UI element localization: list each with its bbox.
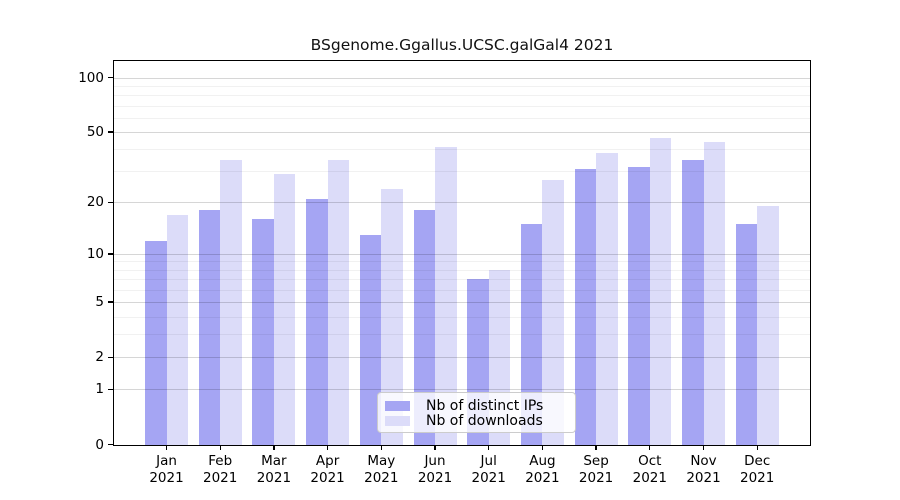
y-tick-mark (107, 201, 114, 204)
legend-row-distinct-ips: Nb of distinct IPs (385, 397, 567, 414)
bar-downloads-feb (220, 159, 242, 445)
major-gridline (114, 357, 810, 359)
bar-downloads-may (381, 188, 403, 445)
x-tick-mark (649, 445, 651, 451)
y-tick-label: 0 (95, 436, 104, 453)
minor-gridline (114, 334, 810, 336)
x-tick-mark (380, 445, 382, 451)
legend-row-downloads: Nb of downloads (385, 412, 567, 429)
x-tick-mark (541, 445, 544, 451)
x-tick-mark (326, 445, 329, 451)
x-tick-label-apr: Apr 2021 (310, 453, 345, 486)
bar-distinct-ips-aug (520, 224, 543, 445)
plot-area (112, 59, 812, 446)
y-tick-label: 5 (95, 294, 104, 311)
y-tick-mark (107, 131, 114, 133)
bar-distinct-ips-apr (306, 198, 328, 445)
y-tick-label: 100 (78, 69, 104, 86)
x-tick-label-jan: Jan 2021 (149, 453, 184, 486)
x-tick-label-jun: Jun 2021 (417, 453, 453, 486)
x-tick-label-mar: Mar 2021 (256, 453, 292, 486)
x-tick-mark (756, 445, 758, 451)
x-tick-mark (434, 445, 436, 451)
y-tick-mark (107, 443, 114, 446)
minor-gridline (114, 269, 810, 271)
bar-downloads-jun (435, 147, 457, 445)
legend-label-distinct-ips: Nb of distinct IPs (426, 397, 544, 414)
x-tick-mark (165, 445, 168, 451)
y-tick-mark (107, 76, 114, 79)
bar-distinct-ips-dec (735, 224, 758, 445)
legend: Nb of distinct IPs Nb of downloads (377, 392, 576, 433)
minor-gridline (114, 316, 810, 318)
x-tick-mark (219, 445, 221, 451)
major-gridline (114, 131, 810, 133)
x-tick-label-dec: Dec 2021 (740, 453, 775, 486)
bar-downloads-nov (703, 141, 725, 445)
x-tick-label-may: May 2021 (364, 453, 399, 486)
x-tick-label-nov: Nov 2021 (686, 453, 721, 486)
chart-title: BSgenome.Ggallus.UCSC.galGal4 2021 (310, 36, 614, 54)
bar-distinct-ips-oct (628, 166, 650, 445)
bar-downloads-mar (273, 174, 296, 445)
y-tick-label: 10 (86, 245, 104, 262)
bar-downloads-sep (596, 153, 618, 445)
legend-swatch-distinct-ips (385, 400, 410, 411)
x-tick-mark (702, 445, 705, 451)
y-tick-label: 50 (86, 123, 104, 140)
y-tick-label: 20 (86, 194, 104, 211)
x-tick-label-oct: Oct 2021 (632, 453, 667, 486)
bar-downloads-oct (649, 138, 672, 445)
y-tick-mark (107, 301, 114, 303)
bar-distinct-ips-may (359, 234, 382, 445)
minor-gridline (114, 85, 810, 87)
bar-distinct-ips-sep (574, 168, 597, 445)
minor-gridline (114, 117, 810, 119)
bar-downloads-apr (327, 159, 350, 445)
major-gridline (114, 202, 810, 204)
y-tick-label: 1 (95, 381, 104, 398)
x-tick-label-feb: Feb 2021 (203, 453, 238, 486)
x-tick-label-aug: Aug 2021 (525, 453, 560, 486)
bar-distinct-ips-mar (252, 219, 274, 445)
y-tick-mark (107, 388, 114, 391)
x-tick-label-sep: Sep 2021 (578, 453, 614, 486)
major-gridline (114, 253, 810, 255)
minor-gridline (114, 105, 810, 107)
major-gridline (114, 302, 810, 304)
major-gridline (114, 77, 810, 79)
minor-gridline (114, 279, 810, 281)
bar-downloads-jan (166, 214, 188, 445)
minor-gridline (114, 149, 810, 151)
y-tick-mark (107, 253, 114, 255)
bar-distinct-ips-jun (413, 210, 435, 445)
bar-distinct-ips-nov (682, 159, 704, 445)
bar-distinct-ips-jan (145, 240, 167, 445)
x-tick-mark (595, 445, 597, 451)
minor-gridline (114, 95, 810, 97)
x-tick-label-jul: Jul 2021 (471, 453, 506, 486)
bar-distinct-ips-feb (198, 210, 221, 445)
legend-swatch-downloads (385, 415, 410, 426)
y-tick-mark (107, 356, 114, 358)
bar-downloads-aug (542, 179, 564, 445)
minor-gridline (114, 261, 810, 263)
minor-gridline (114, 289, 810, 291)
x-tick-mark (488, 445, 490, 451)
legend-label-downloads: Nb of downloads (426, 412, 543, 429)
major-gridline (114, 389, 810, 391)
x-tick-mark (273, 445, 275, 451)
bar-downloads-dec (757, 206, 779, 445)
minor-gridline (114, 171, 810, 173)
y-tick-label: 2 (95, 349, 104, 366)
